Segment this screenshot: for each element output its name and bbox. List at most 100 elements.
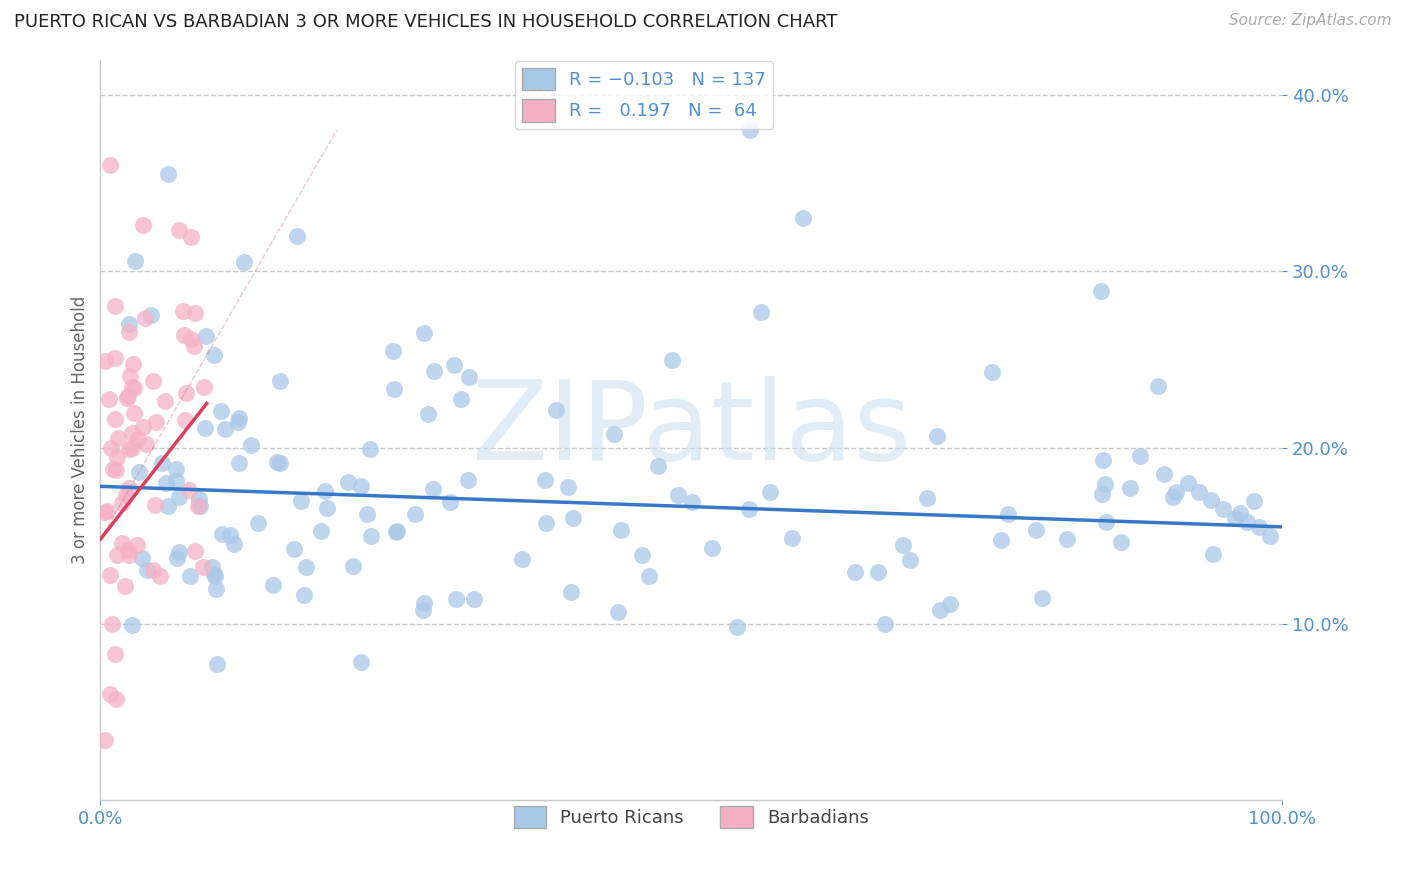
Point <box>727 620 749 634</box>
Point <box>1229 506 1251 520</box>
Point <box>183 339 205 353</box>
Point <box>179 569 201 583</box>
Point <box>416 407 439 421</box>
Point <box>997 508 1019 522</box>
Point <box>309 524 332 538</box>
Point <box>134 310 156 325</box>
Point <box>534 516 557 530</box>
Point <box>1223 511 1246 525</box>
Point <box>381 343 404 358</box>
Point <box>156 167 179 181</box>
Point <box>142 375 165 389</box>
Point <box>193 379 215 393</box>
Point <box>101 461 124 475</box>
Point <box>283 542 305 557</box>
Point <box>201 559 224 574</box>
Point <box>204 568 226 582</box>
Point <box>463 592 485 607</box>
Point <box>211 526 233 541</box>
Point <box>131 551 153 566</box>
Point <box>173 327 195 342</box>
Point <box>104 351 127 365</box>
Point <box>557 480 579 494</box>
Point <box>647 458 669 473</box>
Point <box>202 348 225 362</box>
Point <box>780 531 803 545</box>
Point <box>1236 515 1258 529</box>
Point <box>866 565 889 579</box>
Point <box>145 416 167 430</box>
Point <box>184 306 207 320</box>
Point <box>132 420 155 434</box>
Point <box>422 482 444 496</box>
Point <box>382 382 405 396</box>
Point <box>228 415 250 429</box>
Point <box>121 425 143 440</box>
Point <box>1188 484 1211 499</box>
Point <box>114 578 136 592</box>
Point <box>118 481 141 495</box>
Point <box>155 476 177 491</box>
Point <box>247 516 270 530</box>
Point <box>118 442 141 456</box>
Point <box>118 548 141 562</box>
Point <box>262 577 284 591</box>
Point <box>457 370 479 384</box>
Point <box>285 229 308 244</box>
Point <box>98 158 121 172</box>
Point <box>104 463 127 477</box>
Point <box>412 603 434 617</box>
Point <box>142 563 165 577</box>
Point <box>350 479 373 493</box>
Point <box>205 657 228 672</box>
Point <box>117 543 139 558</box>
Point <box>98 687 121 701</box>
Point <box>1164 484 1187 499</box>
Point <box>153 394 176 409</box>
Point <box>209 403 232 417</box>
Point <box>413 596 436 610</box>
Point <box>444 592 467 607</box>
Point <box>94 354 117 368</box>
Point <box>666 488 689 502</box>
Point <box>202 566 225 581</box>
Point <box>118 325 141 339</box>
Text: ZIPatlas: ZIPatlas <box>471 376 911 483</box>
Point <box>898 553 921 567</box>
Point <box>1146 379 1168 393</box>
Point <box>205 582 228 596</box>
Point <box>510 552 533 566</box>
Point <box>1153 467 1175 481</box>
Point <box>218 528 240 542</box>
Point <box>450 392 472 406</box>
Point <box>120 369 142 384</box>
Point <box>1202 547 1225 561</box>
Point <box>104 647 127 661</box>
Point <box>195 329 218 343</box>
Point <box>139 308 162 322</box>
Point <box>165 462 187 476</box>
Y-axis label: 3 or more Vehicles in Household: 3 or more Vehicles in Household <box>72 296 89 564</box>
Point <box>759 485 782 500</box>
Point <box>1129 450 1152 464</box>
Point <box>187 500 209 514</box>
Point <box>1090 284 1112 298</box>
Point <box>121 379 143 393</box>
Point <box>214 422 236 436</box>
Point <box>1109 534 1132 549</box>
Point <box>128 465 150 479</box>
Point <box>638 568 661 582</box>
Point <box>194 421 217 435</box>
Point <box>607 605 630 619</box>
Point <box>103 300 125 314</box>
Point <box>749 304 772 318</box>
Point <box>111 536 134 550</box>
Point <box>875 617 897 632</box>
Point <box>105 450 128 464</box>
Point <box>167 223 190 237</box>
Point <box>939 597 962 611</box>
Point <box>1056 533 1078 547</box>
Point <box>121 618 143 632</box>
Point <box>738 123 761 137</box>
Point <box>980 366 1002 380</box>
